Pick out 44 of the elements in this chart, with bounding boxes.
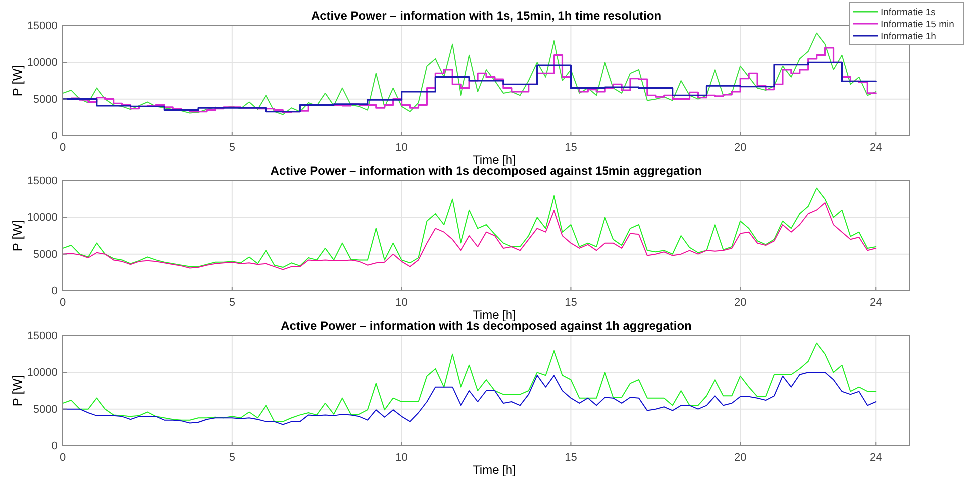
x-tick-label: 10 (396, 142, 408, 154)
y-tick-label: 5000 (33, 94, 58, 106)
x-tick-label: 0 (60, 142, 66, 154)
line-series (63, 32, 877, 116)
x-tick-label: 24 (870, 297, 882, 310)
x-tick-label: 24 (870, 142, 882, 154)
x-tick-label: 15 (565, 142, 578, 154)
y-tick-label: 0 (52, 130, 58, 143)
y-tick-label: 5000 (33, 248, 58, 261)
x-tick-label: 5 (229, 297, 236, 310)
x-tick-label: 24 (870, 452, 882, 464)
y-axis-title: P [W] (10, 375, 25, 407)
y-axis-title: P [W] (10, 220, 25, 252)
x-tick-label: 10 (396, 297, 408, 310)
x-tick-label: 5 (229, 142, 236, 154)
y-tick-label: 0 (52, 286, 58, 298)
y-tick-label: 15000 (27, 20, 58, 33)
y-tick-label: 10000 (27, 212, 58, 224)
x-tick-label: 15 (565, 297, 578, 310)
x-axis-title: Time [h] (473, 153, 516, 167)
line-series (63, 202, 877, 270)
line-series (63, 342, 877, 422)
x-tick-label: 0 (60, 452, 66, 464)
chart-title: Active Power – information with 1s, 15min, 1h time resolution (311, 9, 662, 23)
legend-label: Informatie 15 min (881, 20, 954, 30)
x-axis-title: Time [h] (473, 308, 516, 322)
x-tick-label: 15 (565, 452, 578, 464)
y-tick-label: 10000 (27, 367, 58, 380)
line-series (63, 188, 877, 268)
x-tick-label: 10 (396, 452, 408, 464)
x-tick-label: 20 (734, 142, 747, 154)
y-tick-label: 15000 (27, 330, 58, 343)
y-tick-label: 5000 (33, 404, 58, 416)
y-tick-label: 15000 (27, 176, 58, 188)
legend-label: Informatie 1s (881, 8, 936, 18)
y-tick-label: 0 (52, 440, 58, 453)
x-tick-label: 20 (734, 297, 747, 310)
x-axis-title: Time [h] (473, 463, 516, 477)
x-tick-label: 20 (734, 452, 747, 464)
x-tick-label: 0 (60, 297, 66, 310)
legend-label: Informatie 1h (881, 32, 936, 42)
y-axis-title: P [W] (10, 65, 25, 97)
y-tick-label: 10000 (27, 57, 58, 70)
x-tick-label: 5 (229, 452, 236, 464)
